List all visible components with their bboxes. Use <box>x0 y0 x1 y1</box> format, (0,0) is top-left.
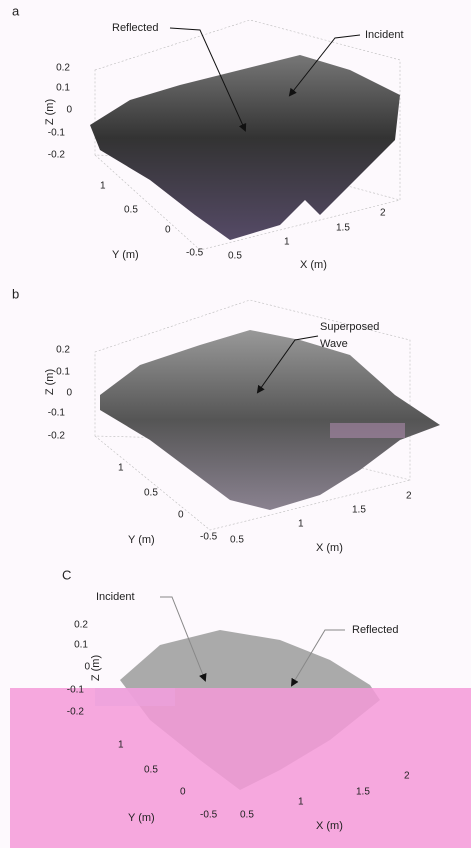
y-axis-label: Y (m) <box>128 534 155 546</box>
arrow <box>169 27 247 132</box>
annotation: Incident <box>96 591 135 603</box>
x-tick-label: 1.5 <box>352 505 366 516</box>
x-tick-label: 1 <box>298 797 304 808</box>
y-axis-label: Y (m) <box>112 249 139 261</box>
y-tick-label: 0 <box>180 787 186 798</box>
arrow <box>256 335 319 394</box>
box <box>94 299 411 531</box>
z-tick-label: 0 <box>66 105 72 116</box>
surface <box>100 330 440 510</box>
z-tick-label: 0 <box>84 662 90 673</box>
y-tick-label: -0.5 <box>200 532 218 543</box>
annotation: Reflected <box>112 22 158 34</box>
panel-label: a <box>12 3 20 18</box>
z-tick-label: 0.1 <box>74 640 88 651</box>
z-tick-label: 0.1 <box>56 83 70 94</box>
x-tick-label: 0.5 <box>240 810 254 821</box>
x-tick-label: 2 <box>406 491 412 502</box>
x-tick-label: 2 <box>404 771 410 782</box>
annotation: Superposed <box>320 321 379 333</box>
y-tick-label: 0 <box>178 510 184 521</box>
x-axis-label: X (m) <box>300 259 327 271</box>
x-tick-label: 0.5 <box>228 251 242 262</box>
x-tick-label: 1 <box>284 237 290 248</box>
z-axis-label: Z (m) <box>44 99 56 125</box>
panel-label: b <box>12 286 19 301</box>
panel-a <box>90 19 401 251</box>
arrow <box>160 596 207 682</box>
annotation: Wave <box>320 338 348 350</box>
z-axis-label: Z (m) <box>44 369 56 395</box>
z-tick-label: 0.2 <box>74 620 88 631</box>
z-tick-label: -0.2 <box>48 431 66 442</box>
y-tick-label: 0.5 <box>124 205 138 216</box>
z-tick-label: 0.2 <box>56 63 70 74</box>
panel-label: C <box>62 567 71 582</box>
x-axis-label: X (m) <box>316 542 343 554</box>
y-tick-label: 1 <box>118 463 124 474</box>
z-tick-label: 0 <box>66 388 72 399</box>
annotation: Reflected <box>352 624 398 636</box>
z-tick-label: -0.2 <box>48 150 66 161</box>
annotation: Incident <box>365 29 404 41</box>
arrow <box>290 629 345 687</box>
x-tick-label: 0.5 <box>230 535 244 546</box>
y-tick-label: 0.5 <box>144 765 158 776</box>
y-tick-label: -0.5 <box>186 248 204 259</box>
y-axis-label: Y (m) <box>128 812 155 824</box>
x-tick-label: 1.5 <box>336 223 350 234</box>
z-axis-label: Z (m) <box>90 655 102 681</box>
y-tick-label: -0.5 <box>200 810 218 821</box>
y-tick-label: 1 <box>100 181 106 192</box>
x-tick-label: 2 <box>380 208 386 219</box>
x-axis-label: X (m) <box>316 820 343 832</box>
x-tick-label: 1.5 <box>356 787 370 798</box>
z-tick-label: -0.1 <box>67 685 85 696</box>
arrow <box>288 34 361 97</box>
surface <box>90 55 400 240</box>
z-tick-label: -0.2 <box>67 707 85 718</box>
z-tick-label: 0.2 <box>56 345 70 356</box>
y-tick-label: 0 <box>165 225 171 236</box>
z-tick-label: -0.1 <box>48 128 66 139</box>
z-tick-label: 0.1 <box>56 367 70 378</box>
overlay <box>10 688 471 848</box>
box <box>94 19 401 251</box>
x-tick-label: 1 <box>298 519 304 530</box>
artifact <box>330 423 405 438</box>
panel-c <box>10 596 471 848</box>
panel-b <box>94 299 440 531</box>
y-tick-label: 1 <box>118 740 124 751</box>
z-tick-label: -0.1 <box>48 408 66 419</box>
y-tick-label: 0.5 <box>144 488 158 499</box>
